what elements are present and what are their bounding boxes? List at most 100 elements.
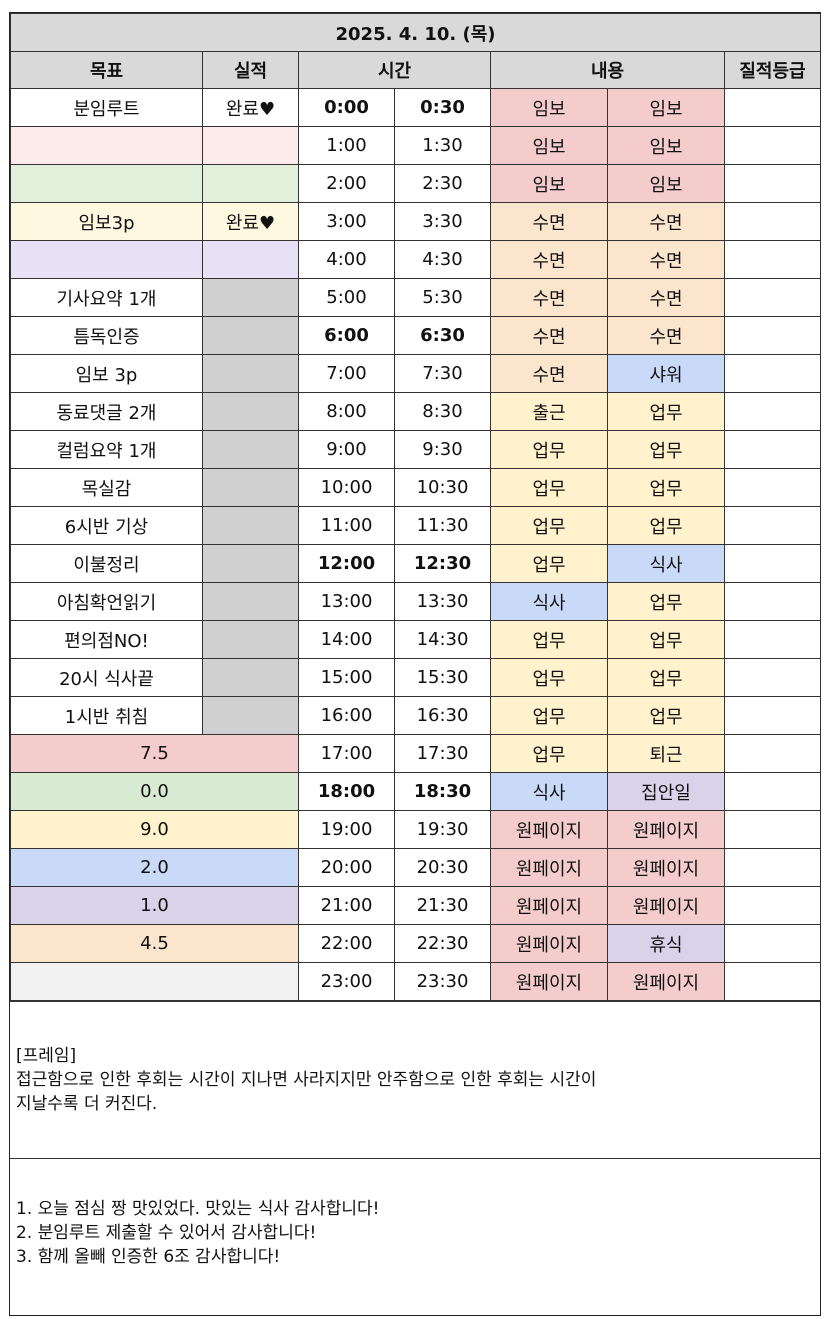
grade-cell[interactable] [724,202,821,241]
content-cell[interactable]: 식사 [607,544,725,583]
result-cell[interactable] [202,430,299,469]
content-cell[interactable]: 업무 [490,430,608,469]
content-cell[interactable]: 수면 [607,278,725,317]
content-cell[interactable]: 퇴근 [607,734,725,773]
result-cell[interactable] [202,164,299,203]
grade-cell[interactable] [724,430,821,469]
content-cell[interactable]: 업무 [490,658,608,697]
goal-cell[interactable]: 틈독인증 [10,316,203,355]
goal-cell[interactable]: 6시반 기상 [10,506,203,545]
content-cell[interactable]: 원페이지 [490,810,608,849]
grade-cell[interactable] [724,962,821,1001]
grade-cell[interactable] [724,620,821,659]
goal-cell[interactable]: 임보 3p [10,354,203,393]
content-cell[interactable]: 수면 [490,240,608,279]
content-cell[interactable]: 수면 [490,202,608,241]
content-cell[interactable]: 업무 [490,696,608,735]
content-cell[interactable]: 임보 [607,88,725,127]
grade-cell[interactable] [724,544,821,583]
content-cell[interactable]: 임보 [490,88,608,127]
result-cell[interactable] [202,620,299,659]
goal-cell[interactable]: 아침확언읽기 [10,582,203,621]
grade-cell[interactable] [724,886,821,925]
result-cell[interactable] [202,278,299,317]
goal-cell[interactable]: 1시반 취침 [10,696,203,735]
content-cell[interactable]: 수면 [607,202,725,241]
grade-cell[interactable] [724,582,821,621]
goal-cell[interactable]: 컬럼요약 1개 [10,430,203,469]
result-cell[interactable] [202,392,299,431]
goal-cell[interactable]: 편의점NO! [10,620,203,659]
content-cell[interactable]: 원페이지 [490,962,608,1001]
grade-cell[interactable] [724,164,821,203]
goal-cell[interactable] [10,126,203,165]
grade-cell[interactable] [724,658,821,697]
content-cell[interactable]: 수면 [607,240,725,279]
grade-cell[interactable] [724,240,821,279]
grade-cell[interactable] [724,316,821,355]
content-cell[interactable]: 업무 [490,468,608,507]
content-cell[interactable]: 원페이지 [490,924,608,963]
result-cell[interactable] [202,696,299,735]
content-cell[interactable]: 식사 [490,772,608,811]
goal-cell[interactable] [10,164,203,203]
goal-cell[interactable]: 분임루트 [10,88,203,127]
content-cell[interactable]: 수면 [490,278,608,317]
grade-cell[interactable] [724,810,821,849]
grade-cell[interactable] [724,354,821,393]
content-cell[interactable]: 업무 [607,620,725,659]
content-cell[interactable]: 집안일 [607,772,725,811]
content-cell[interactable]: 휴식 [607,924,725,963]
result-cell[interactable]: 완료♥ [202,88,299,127]
result-cell[interactable] [202,316,299,355]
result-cell[interactable] [202,582,299,621]
content-cell[interactable]: 업무 [607,696,725,735]
content-cell[interactable]: 수면 [607,316,725,355]
goal-cell[interactable]: 기사요약 1개 [10,278,203,317]
content-cell[interactable]: 임보 [607,164,725,203]
grade-cell[interactable] [724,772,821,811]
content-cell[interactable]: 업무 [490,734,608,773]
result-cell[interactable] [202,506,299,545]
content-cell[interactable]: 업무 [490,620,608,659]
grade-cell[interactable] [724,126,821,165]
result-cell[interactable] [202,468,299,507]
content-cell[interactable]: 원페이지 [607,962,725,1001]
result-cell[interactable] [202,354,299,393]
result-cell[interactable] [202,126,299,165]
content-cell[interactable]: 업무 [490,544,608,583]
content-cell[interactable]: 원페이지 [490,848,608,887]
content-cell[interactable]: 원페이지 [607,848,725,887]
content-cell[interactable]: 원페이지 [607,886,725,925]
goal-cell[interactable]: 20시 식사끝 [10,658,203,697]
goal-cell[interactable]: 목실감 [10,468,203,507]
result-cell[interactable] [202,658,299,697]
result-cell[interactable]: 완료♥ [202,202,299,241]
content-cell[interactable]: 업무 [607,506,725,545]
goal-cell[interactable]: 동료댓글 2개 [10,392,203,431]
content-cell[interactable]: 출근 [490,392,608,431]
content-cell[interactable]: 임보 [607,126,725,165]
grade-cell[interactable] [724,278,821,317]
result-cell[interactable] [202,240,299,279]
content-cell[interactable]: 식사 [490,582,608,621]
content-cell[interactable]: 원페이지 [607,810,725,849]
content-cell[interactable]: 업무 [607,658,725,697]
grade-cell[interactable] [724,734,821,773]
content-cell[interactable]: 샤워 [607,354,725,393]
content-cell[interactable]: 임보 [490,126,608,165]
grade-cell[interactable] [724,392,821,431]
goal-cell[interactable]: 이불정리 [10,544,203,583]
content-cell[interactable]: 업무 [607,392,725,431]
grade-cell[interactable] [724,924,821,963]
content-cell[interactable]: 업무 [607,468,725,507]
grade-cell[interactable] [724,696,821,735]
content-cell[interactable]: 업무 [607,430,725,469]
grade-cell[interactable] [724,848,821,887]
content-cell[interactable]: 원페이지 [490,886,608,925]
goal-cell[interactable]: 임보3p [10,202,203,241]
content-cell[interactable]: 수면 [490,354,608,393]
content-cell[interactable]: 업무 [490,506,608,545]
goal-cell[interactable] [10,240,203,279]
content-cell[interactable]: 수면 [490,316,608,355]
